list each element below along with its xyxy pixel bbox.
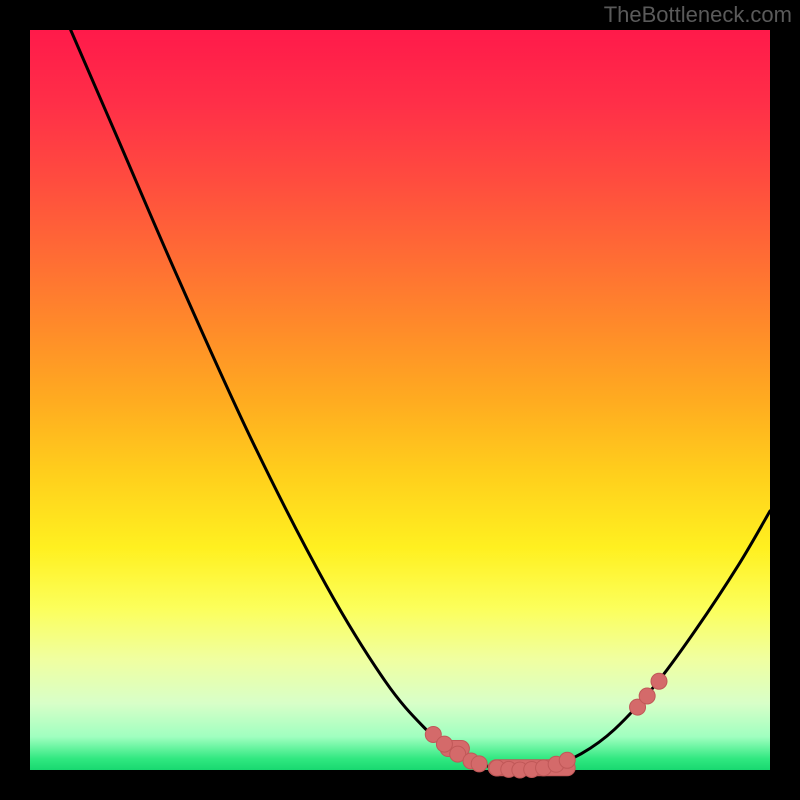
- plot-background: [30, 30, 770, 770]
- data-marker: [651, 673, 667, 689]
- watermark-text: TheBottleneck.com: [604, 2, 792, 28]
- data-marker: [639, 688, 655, 704]
- data-marker: [471, 756, 487, 772]
- data-marker: [559, 752, 575, 768]
- bottleneck-chart: [0, 0, 800, 800]
- data-marker: [436, 736, 452, 752]
